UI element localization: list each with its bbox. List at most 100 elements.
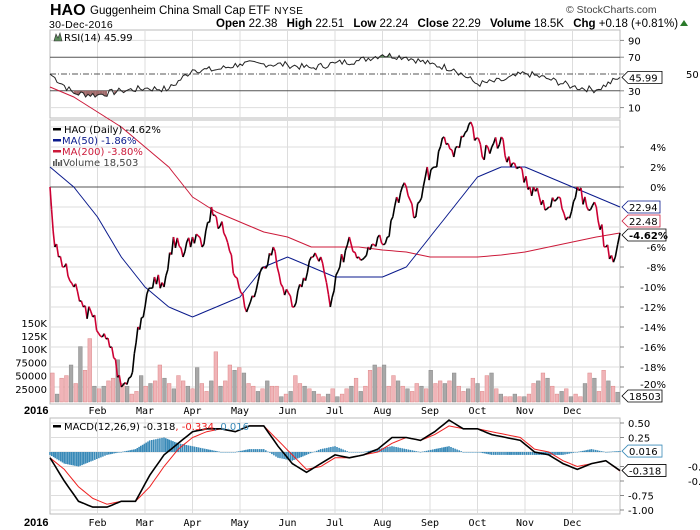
price-segment bbox=[388, 220, 392, 237]
histogram-bar bbox=[368, 450, 370, 452]
price-tick-label: 0% bbox=[650, 183, 666, 194]
price-segment bbox=[325, 282, 330, 295]
volume-bar bbox=[204, 391, 209, 403]
macd-legend-title: MACD(12,26,9) bbox=[64, 422, 140, 433]
price-end-tag bbox=[621, 228, 667, 242]
price-segment bbox=[420, 186, 425, 199]
histogram-bar bbox=[476, 452, 479, 453]
histogram-bar bbox=[193, 446, 196, 452]
signal-line bbox=[49, 425, 621, 505]
histogram-bar bbox=[460, 451, 462, 452]
histogram-bar bbox=[230, 452, 232, 453]
price-segment bbox=[142, 306, 146, 318]
macd-tick-label: -0.50 bbox=[688, 477, 700, 488]
volume-bar bbox=[349, 385, 354, 403]
price-segment bbox=[601, 224, 605, 247]
histogram-bar bbox=[197, 447, 200, 452]
price-segment bbox=[525, 176, 529, 190]
price-panel: 4% 2% 0% -6% -8% -10% -12% -14% -16% -18% -20% 150… bbox=[15, 86, 668, 405]
price-segment bbox=[314, 252, 318, 258]
volume-bar bbox=[110, 377, 116, 403]
volume-bar bbox=[573, 393, 578, 403]
price-segment bbox=[466, 124, 470, 132]
high-label: High bbox=[286, 18, 313, 30]
price-segment bbox=[88, 306, 92, 312]
histogram-bar bbox=[505, 452, 507, 455]
histogram-bar bbox=[305, 452, 308, 455]
volume-bar bbox=[237, 367, 242, 403]
price-segment bbox=[584, 196, 588, 208]
histogram-bar bbox=[281, 452, 283, 459]
histogram-bar bbox=[159, 438, 161, 452]
volume-bar bbox=[78, 346, 83, 403]
histogram-bar bbox=[254, 449, 257, 452]
price-segment bbox=[458, 135, 463, 148]
histogram-bar bbox=[195, 447, 198, 452]
histogram-bar bbox=[170, 440, 172, 452]
histogram-bar bbox=[358, 452, 361, 453]
price-segment bbox=[356, 256, 360, 259]
volume-bar bbox=[82, 370, 88, 403]
volume-yaxis: 150K 125K 100K 75000 50000 25000 bbox=[15, 319, 47, 396]
histogram-bar bbox=[527, 452, 530, 455]
price-segment bbox=[210, 206, 214, 216]
price-segment bbox=[415, 203, 419, 218]
histogram-bar bbox=[157, 438, 159, 452]
price-tick-label: -18% bbox=[640, 363, 666, 374]
histogram-bar bbox=[462, 452, 464, 453]
price-tick-label: 2% bbox=[650, 163, 666, 174]
histogram-bar bbox=[313, 451, 316, 453]
histogram-bar bbox=[507, 452, 509, 455]
histogram-bar bbox=[425, 450, 428, 452]
histogram-bar bbox=[533, 452, 536, 455]
histogram-bar bbox=[590, 449, 593, 452]
histogram-bar bbox=[302, 452, 304, 457]
histogram-bar bbox=[177, 443, 179, 452]
price-segment bbox=[320, 256, 324, 264]
price-segment bbox=[65, 263, 69, 277]
histogram-bar bbox=[145, 442, 147, 452]
histogram-bar bbox=[352, 452, 355, 453]
volume-bar bbox=[50, 372, 55, 403]
histogram-bar bbox=[483, 452, 486, 454]
volume-value: 18.5K bbox=[533, 18, 564, 30]
histogram-bar bbox=[246, 449, 249, 452]
price-segment bbox=[323, 273, 328, 283]
histogram-bar bbox=[360, 452, 363, 453]
histogram-bar bbox=[222, 452, 224, 453]
histogram-bar bbox=[356, 452, 359, 453]
volume-bar bbox=[302, 385, 307, 403]
volume-bar bbox=[456, 385, 461, 403]
volume-bar bbox=[330, 388, 335, 403]
histogram-bar bbox=[450, 447, 452, 452]
histogram-bar bbox=[437, 448, 440, 452]
histogram-bar bbox=[562, 452, 564, 455]
histogram-bar bbox=[226, 452, 228, 453]
histogram-bar bbox=[220, 452, 222, 453]
price-tick-label: -6% bbox=[647, 243, 666, 254]
histogram-end-value: 0.016 bbox=[629, 447, 658, 458]
volume-bar bbox=[241, 372, 247, 403]
x-axis-bottom: 2016 Feb Mar Apr May Jun Jul Aug Sep Oct Nov Dec bbox=[24, 517, 582, 529]
ma200-end-tag bbox=[621, 214, 661, 228]
volume-bar bbox=[255, 391, 261, 403]
histogram-bar bbox=[61, 452, 64, 463]
histogram-bar bbox=[77, 452, 80, 467]
histogram-bar bbox=[124, 451, 126, 452]
price-segment bbox=[99, 335, 103, 338]
price-segment bbox=[549, 197, 554, 208]
price-tick-label: -20% bbox=[640, 380, 666, 391]
histogram-bar bbox=[588, 449, 591, 452]
rsi-panel: 90 70 50 30 10 RSI(14) 45.99 45.99 bbox=[49, 29, 699, 119]
price-segment bbox=[287, 292, 292, 297]
histogram-bar bbox=[279, 452, 281, 459]
price-segment bbox=[107, 338, 111, 348]
histogram-bar bbox=[224, 452, 226, 453]
histogram-bar bbox=[364, 451, 367, 453]
price-segment bbox=[407, 195, 411, 201]
price-segment bbox=[331, 290, 335, 298]
histogram-bar bbox=[185, 445, 188, 452]
price-segment bbox=[417, 201, 421, 205]
x-axis-middle: 2016 Feb Mar Apr May Jun Jul Aug Sep Oct Nov Dec bbox=[24, 405, 582, 417]
price-segment bbox=[52, 231, 56, 248]
